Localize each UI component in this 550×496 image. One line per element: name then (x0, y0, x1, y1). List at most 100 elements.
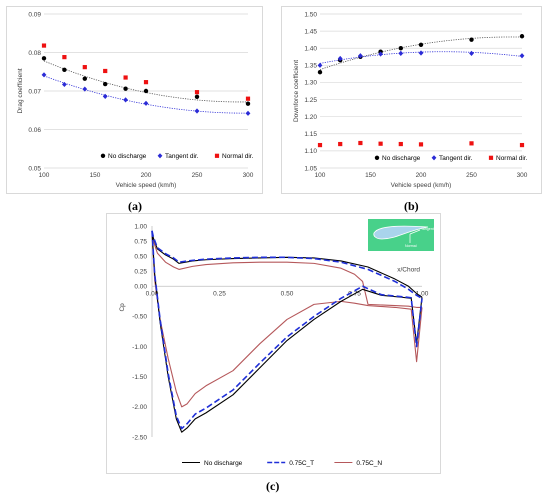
chart-b: 1.05 1.10 1.15 1.20 1.25 1.30 1.35 1.40 1.45 1.50… (281, 6, 542, 194)
tangent-arrow (409, 229, 421, 235)
data-point-2-1 (338, 141, 343, 147)
legend-label-1: Tangent dir. (439, 155, 473, 162)
data-point-0-6 (469, 37, 474, 42)
data-point-0-0 (41, 56, 47, 61)
y-tick-label: -2.00 (132, 404, 147, 411)
chart-a-frame (6, 6, 263, 194)
y-tick-label: 1.05 (304, 165, 317, 172)
y-tick-label: 0.06 (28, 127, 41, 134)
chart-b-frame (281, 6, 542, 194)
legend-marker-0 (100, 153, 106, 158)
data-point-2-5 (143, 80, 149, 85)
y-tick-label: 0.50 (134, 253, 147, 260)
y-tick-label: -2.50 (132, 434, 147, 441)
caption-b: (b) (404, 199, 419, 213)
data-point-1-2 (358, 53, 363, 59)
legend-label-0: No discharge (204, 460, 243, 467)
data-point-1-3 (102, 93, 108, 99)
data-point-1-0 (41, 72, 47, 78)
y-tick-label: 1.35 (304, 63, 317, 70)
data-point-1-7 (519, 53, 525, 59)
legend-marker-1 (157, 153, 163, 159)
cp-lower-1 (151, 230, 423, 430)
y-tick-label: -1.50 (132, 374, 147, 381)
data-point-0-5 (143, 88, 149, 94)
chart-c-frame (106, 213, 441, 474)
y-tick-label: 0.00 (134, 284, 147, 291)
x-axis-title: x/Chord (397, 266, 420, 273)
x-axis-title: Vehicle speed (km/h) (116, 182, 177, 189)
legend-marker-0 (374, 155, 380, 160)
inset-tangent-label: Tangent (421, 227, 434, 231)
airfoil-inset: Tangent Normal (368, 219, 434, 251)
data-point-2-7 (519, 142, 525, 148)
x-tick-label: 250 (192, 172, 203, 179)
x-tick-label: 100 (39, 172, 50, 179)
cp-upper-2 (151, 233, 422, 308)
y-tick-label: 1.10 (304, 148, 317, 155)
cp-upper-1 (151, 230, 423, 300)
y-tick-label: 0.75 (134, 238, 147, 245)
legend-label-0: No discharge (108, 153, 147, 160)
data-point-2-5 (418, 142, 424, 147)
data-point-1-7 (245, 110, 251, 116)
data-point-0-1 (62, 67, 67, 73)
y-tick-label: 0.09 (28, 11, 41, 18)
y-axis-title: Drag coefficient (17, 68, 24, 113)
y-tick-label: 0.07 (28, 88, 41, 95)
legend-marker-2 (488, 155, 494, 160)
data-point-2-0 (41, 43, 47, 48)
caption-a: (a) (128, 199, 142, 213)
legend-label-2: Normal dir. (222, 153, 254, 160)
data-point-1-6 (194, 108, 200, 114)
x-tick-label: 100 (315, 172, 326, 179)
x-tick-label: 300 (517, 172, 528, 179)
data-point-2-7 (245, 96, 251, 101)
x-tick-label: 300 (243, 172, 254, 179)
data-point-2-2 (358, 140, 363, 146)
data-point-0-3 (103, 81, 108, 87)
x-tick-label: 1.00 (416, 290, 429, 297)
inset-normal-label: Normal (405, 244, 417, 248)
data-point-0-7 (519, 34, 525, 39)
data-point-1-3 (378, 51, 383, 57)
airfoil-shape (373, 225, 429, 240)
y-tick-label: 0.08 (28, 50, 41, 57)
data-point-2-3 (103, 68, 108, 74)
data-point-1-5 (143, 100, 149, 106)
data-point-2-4 (123, 75, 128, 80)
x-tick-label: 200 (141, 172, 152, 179)
legend-label-1: Tangent dir. (165, 153, 199, 160)
data-point-0-4 (398, 46, 403, 51)
data-point-2-0 (317, 142, 323, 148)
data-point-1-1 (62, 81, 67, 88)
x-tick-label: 150 (365, 172, 376, 179)
x-tick-label: 0.00 (146, 290, 159, 297)
legend-label-0: No discharge (382, 155, 421, 162)
x-tick-label: 150 (90, 172, 101, 179)
y-tick-label: 0.05 (28, 165, 41, 172)
y-tick-label: 1.15 (304, 131, 317, 138)
data-point-2-2 (82, 65, 87, 70)
data-point-0-4 (123, 86, 128, 91)
y-tick-label: 1.45 (304, 28, 317, 35)
data-point-2-6 (469, 141, 474, 146)
x-tick-label: 200 (416, 172, 427, 179)
data-point-1-1 (337, 55, 343, 62)
x-tick-label: 0.50 (281, 290, 294, 297)
data-point-2-1 (62, 55, 67, 60)
data-point-1-2 (82, 86, 88, 92)
trendline-0 (43, 60, 249, 103)
data-point-0-0 (317, 69, 323, 75)
chart-c: 1.00 0.75 0.50 0.25 0.00 -0.50 -1.00 -1.50 -2.00… (106, 213, 441, 474)
data-point-2-3 (378, 141, 383, 146)
y-tick-label: 1.50 (304, 11, 317, 18)
data-point-1-4 (123, 97, 128, 103)
legend-marker-2 (214, 153, 220, 158)
data-point-0-7 (245, 101, 251, 106)
data-point-2-4 (398, 141, 403, 147)
y-tick-label: -0.50 (132, 314, 147, 321)
y-axis-title: Cp (119, 303, 126, 312)
cp-lower-2 (151, 233, 423, 408)
y-tick-label: 0.25 (134, 269, 147, 276)
